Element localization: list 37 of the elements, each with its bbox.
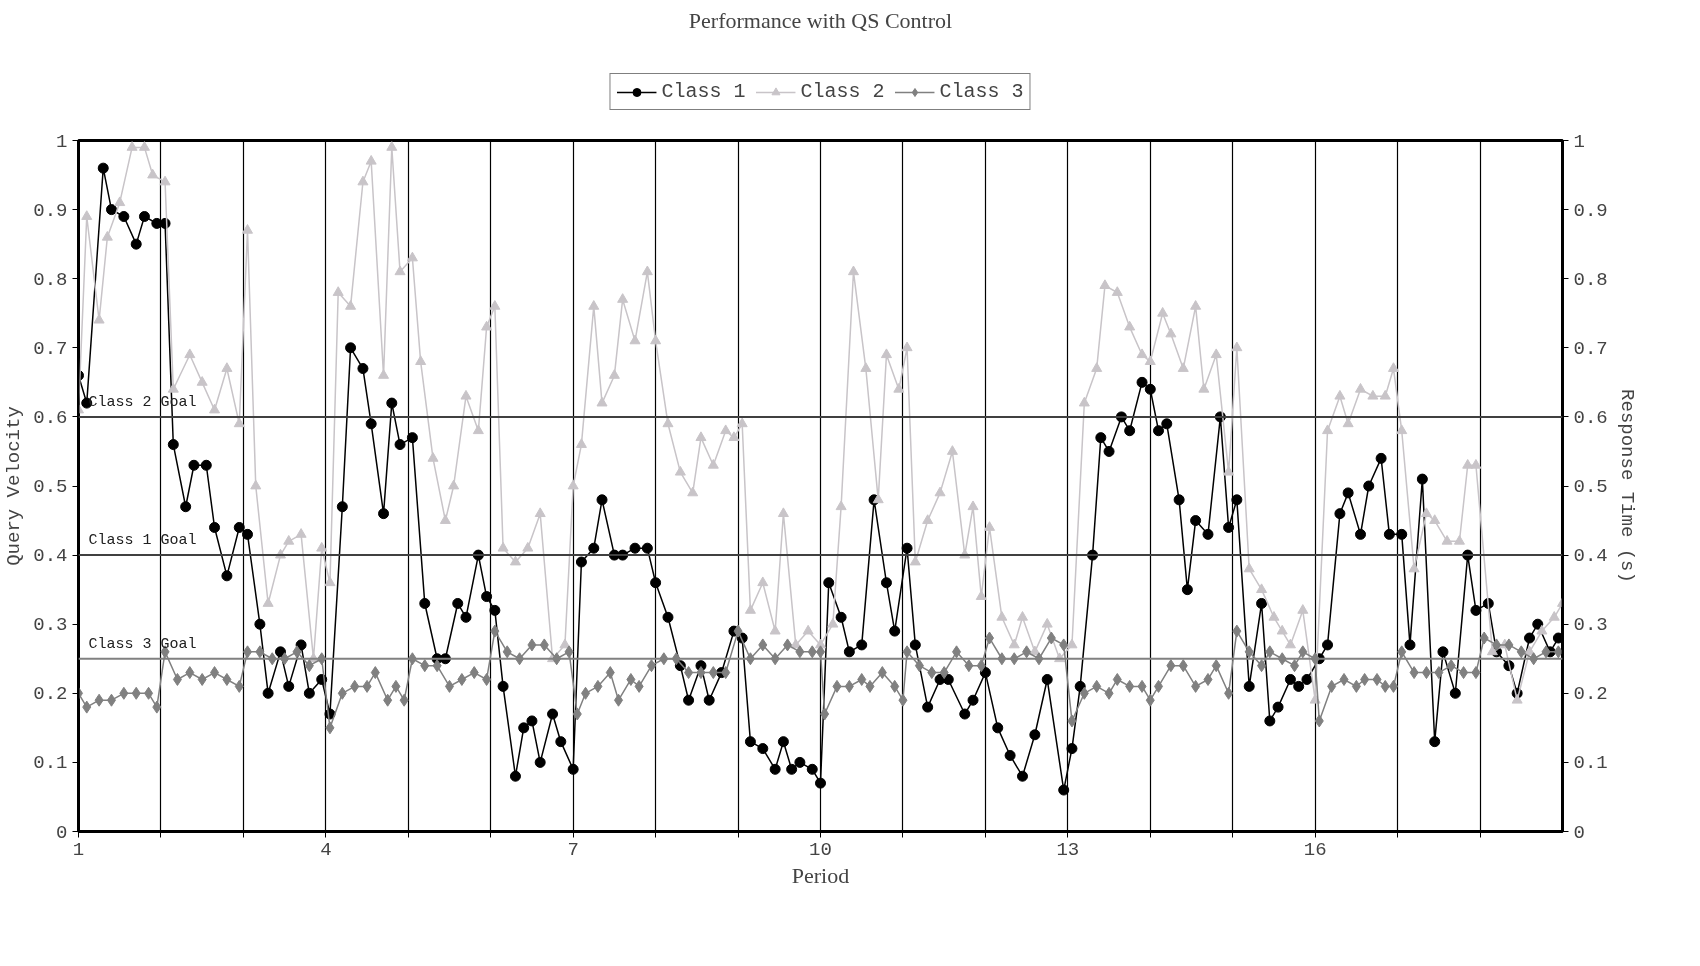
- x-tick-label: 13: [1056, 838, 1080, 861]
- y2-tick-label: 0.3: [1573, 614, 1608, 637]
- legend-label: Class 1: [661, 80, 746, 103]
- y-axis-title: Query Velocity: [3, 406, 26, 566]
- y2-tick-label: 0.6: [1573, 406, 1608, 429]
- y2-tick-label: 0.9: [1573, 199, 1608, 222]
- legend-label: Class 2: [800, 80, 885, 103]
- y-tick-label: 0.1: [33, 752, 68, 775]
- x-tick-label: 10: [809, 838, 832, 861]
- y-tick-label: 0.9: [33, 199, 68, 222]
- y2-tick-label: 0.1: [1573, 752, 1608, 775]
- y-tick-label: 0: [56, 821, 68, 844]
- y-tick-label: 0.2: [33, 683, 68, 706]
- y-tick-label: 0.4: [33, 545, 68, 568]
- legend-label: Class 3: [939, 80, 1024, 103]
- y-tick-label: 1: [56, 130, 68, 153]
- y2-tick-label: 0.8: [1573, 268, 1608, 291]
- x-tick-label: 7: [567, 838, 579, 861]
- y-tick-label: 0.6: [33, 406, 68, 429]
- y-tick-label: 0.7: [33, 337, 68, 360]
- y2-tick-label: 0: [1573, 821, 1585, 844]
- y-tick-label: 0.8: [33, 268, 68, 291]
- x-tick-label: 4: [320, 838, 332, 861]
- x-tick-label: 1: [72, 838, 85, 861]
- ref-line-label: Class 1 Goal: [88, 532, 197, 550]
- y2-tick-label: 0.5: [1573, 476, 1608, 498]
- chart-title: Performance with QS Control: [688, 8, 953, 33]
- ref-line-label: Class 3 Goal: [88, 635, 197, 653]
- y2-tick-label: 0.4: [1573, 545, 1608, 568]
- y2-axis-title: Response Time (s): [1615, 389, 1638, 583]
- y2-tick-label: 0.2: [1573, 683, 1608, 706]
- y2-tick-label: 0.7: [1573, 337, 1608, 360]
- x-axis-title: Period: [791, 862, 850, 888]
- x-tick-label: 16: [1303, 838, 1327, 861]
- y2-tick-label: 1: [1573, 130, 1585, 153]
- y-tick-label: 0.5: [33, 476, 68, 498]
- y-tick-label: 0.3: [33, 614, 68, 637]
